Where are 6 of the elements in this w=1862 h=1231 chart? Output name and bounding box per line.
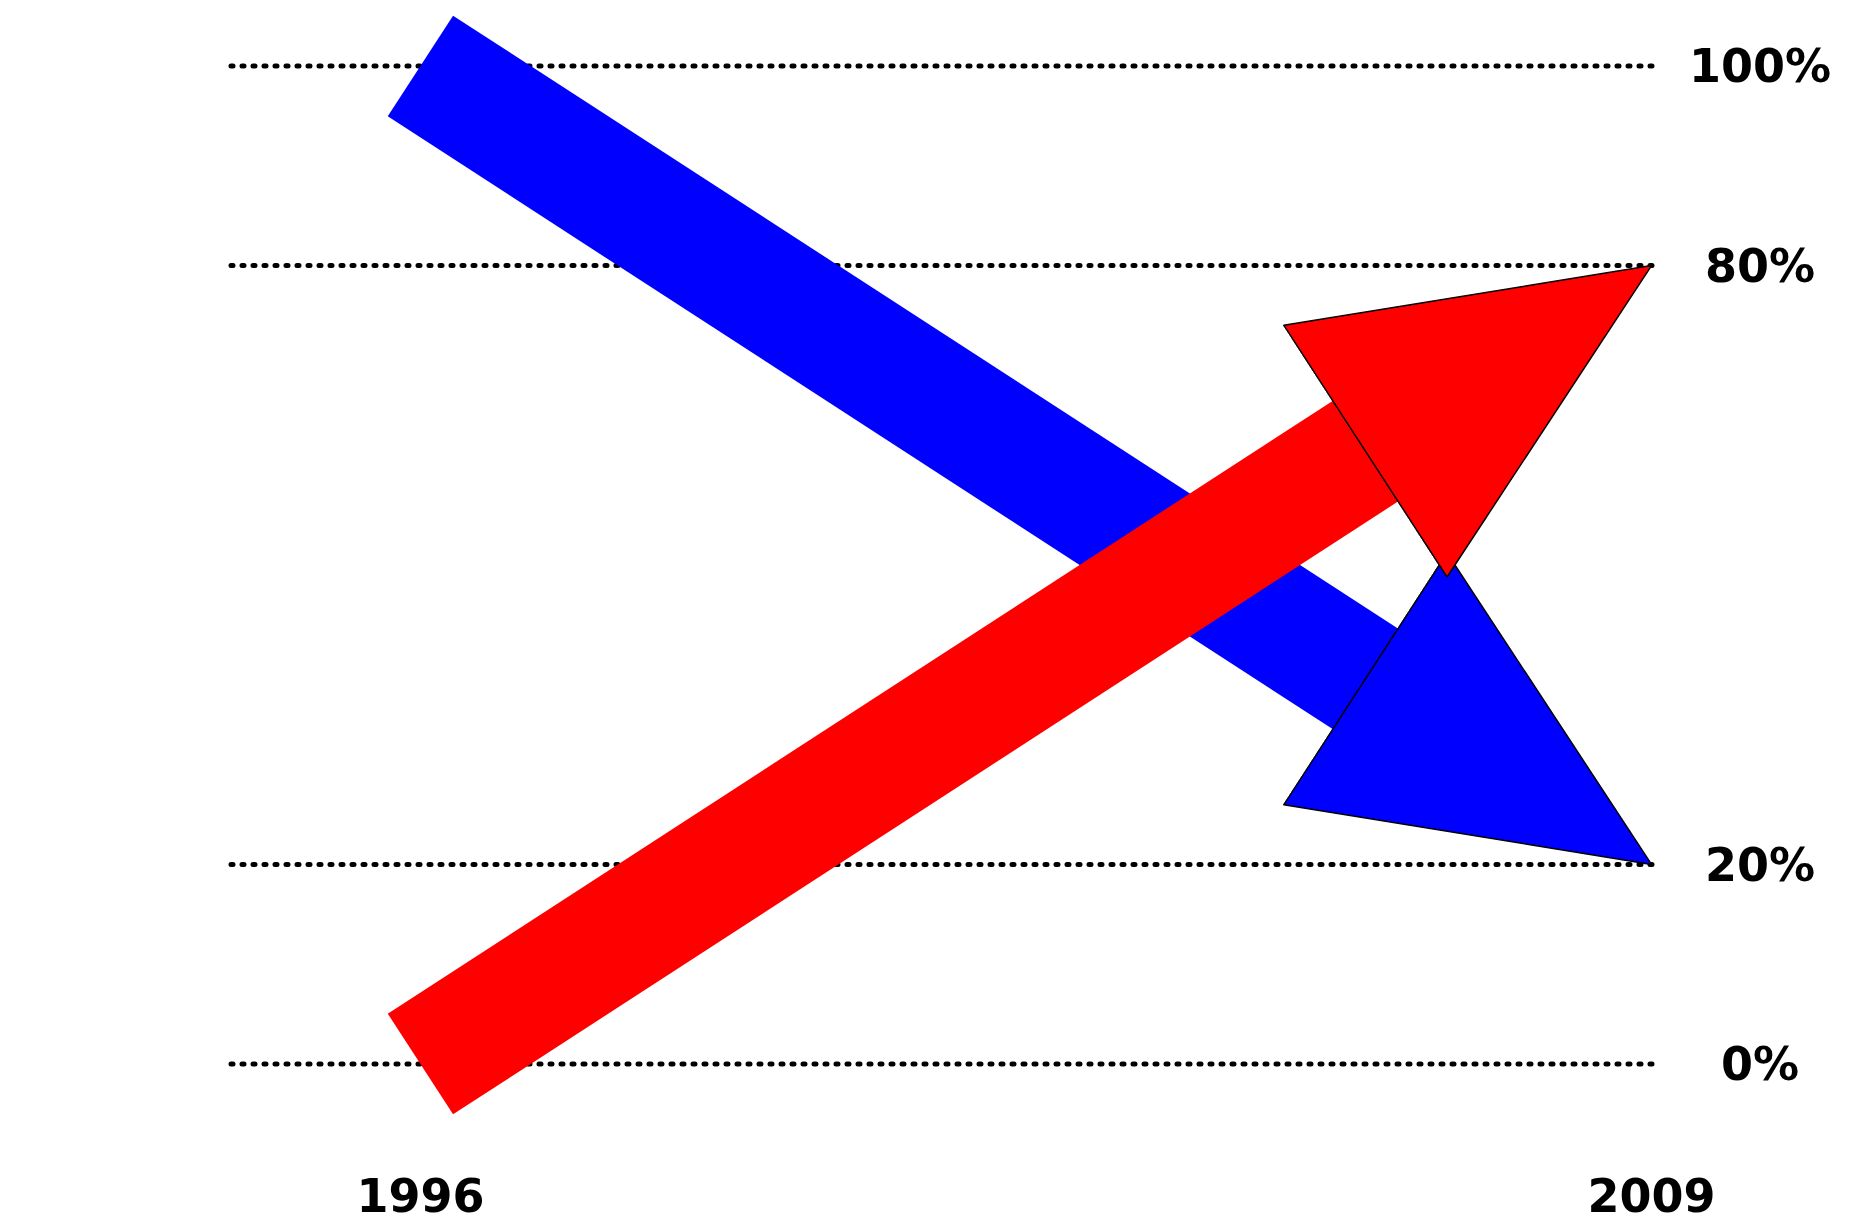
x-tick-label: 2009 [1587,1169,1716,1223]
x-tick-label: 1996 [356,1169,485,1223]
y-tick-label: 100% [1688,39,1832,94]
y-tick-label: 0% [1720,1037,1800,1092]
y-tick-label: 80% [1704,238,1816,293]
y-tick-label: 20% [1704,837,1816,892]
